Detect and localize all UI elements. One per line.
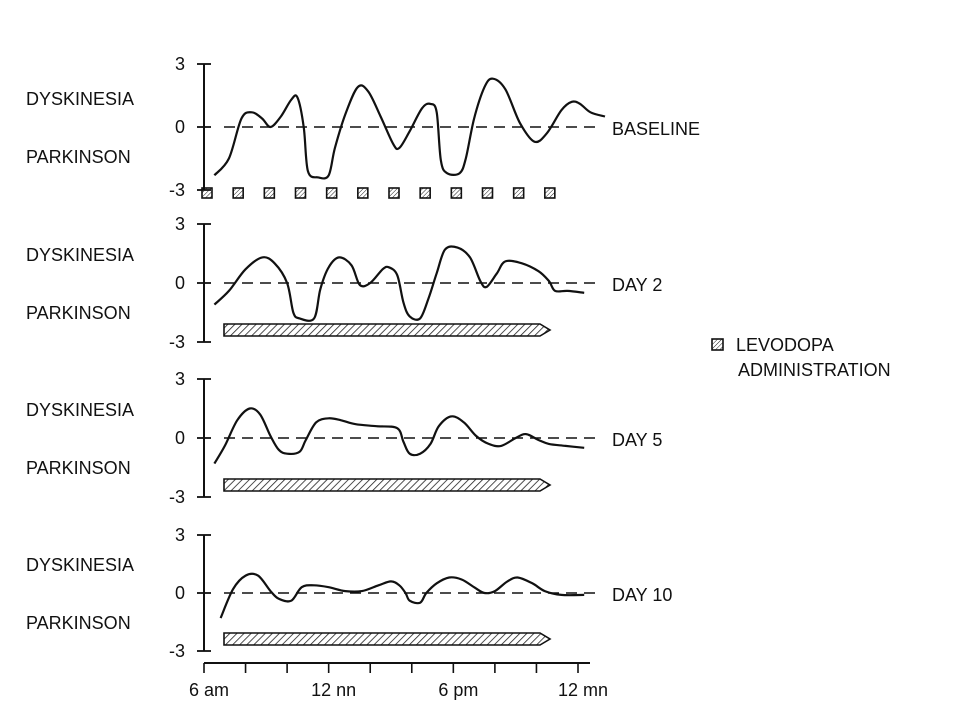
- response-series-line: [213, 407, 585, 465]
- y-tick-label: -3: [169, 641, 185, 661]
- dyskinesia-label: DYSKINESIA: [26, 89, 134, 109]
- levodopa-dose-marker: [450, 187, 463, 199]
- response-series-line: [213, 245, 585, 322]
- response-series-line: [213, 77, 606, 180]
- parkinson-label: PARKINSON: [26, 458, 131, 478]
- y-tick-label: 3: [175, 369, 185, 389]
- y-tick-label: -3: [169, 487, 185, 507]
- parkinson-label: PARKINSON: [26, 303, 131, 323]
- y-tick-label: 0: [175, 583, 185, 603]
- y-tick-label: 0: [175, 428, 185, 448]
- panel-label: DAY 5: [612, 430, 662, 450]
- levodopa-dose-marker: [357, 187, 369, 199]
- continuous-infusion-bar: [223, 323, 552, 337]
- y-tick-label: 3: [175, 525, 185, 545]
- x-tick-label: 12 mn: [558, 680, 608, 700]
- x-tick-label: 12 nn: [311, 680, 356, 700]
- dyskinesia-label: DYSKINESIA: [26, 555, 134, 575]
- legend-label-line1: LEVODOPA: [736, 335, 834, 355]
- levodopa-dose-marker: [544, 187, 556, 199]
- legend-levodopa-icon: [711, 338, 724, 351]
- levodopa-dose-marker: [263, 187, 276, 199]
- levodopa-dose-marker: [388, 187, 400, 199]
- dyskinesia-label: DYSKINESIA: [26, 245, 134, 265]
- levodopa-dose-marker: [419, 187, 431, 199]
- y-tick-label: 0: [175, 117, 185, 137]
- continuous-infusion-bar: [223, 632, 552, 646]
- dyskinesia-label: DYSKINESIA: [26, 400, 134, 420]
- y-tick-label: 3: [175, 54, 185, 74]
- y-tick-label: -3: [169, 180, 185, 200]
- continuous-infusion-bar: [223, 478, 552, 492]
- levodopa-dose-marker: [481, 187, 494, 199]
- levodopa-dose-marker: [294, 187, 307, 199]
- legend-label-line2: ADMINISTRATION: [738, 360, 891, 380]
- panel-label: BASELINE: [612, 119, 700, 139]
- y-tick-label: -3: [169, 332, 185, 352]
- panel-label: DAY 2: [612, 275, 662, 295]
- levodopa-dose-marker: [232, 187, 244, 199]
- levodopa-dose-marker: [201, 187, 213, 199]
- y-tick-label: 0: [175, 273, 185, 293]
- x-tick-label: 6 am: [189, 680, 229, 700]
- panel-label: DAY 10: [612, 585, 672, 605]
- y-tick-label: 3: [175, 214, 185, 234]
- levodopa-dose-marker: [512, 187, 525, 199]
- x-tick-label: 6 pm: [438, 680, 478, 700]
- response-series-line: [219, 572, 585, 619]
- parkinson-label: PARKINSON: [26, 147, 131, 167]
- levodopa-dose-marker: [325, 187, 338, 199]
- parkinson-label: PARKINSON: [26, 613, 131, 633]
